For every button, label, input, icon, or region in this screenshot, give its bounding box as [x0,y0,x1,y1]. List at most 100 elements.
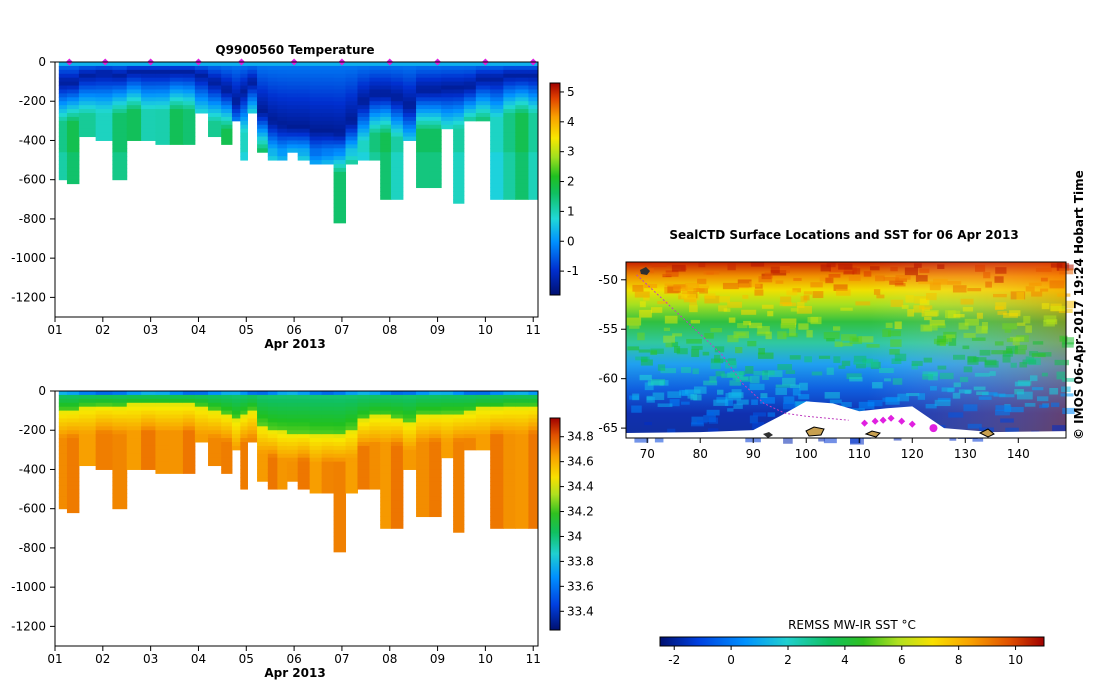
salinity-cell [78,453,97,459]
temperature-cell [155,69,171,75]
sst-texture-patch [1002,350,1014,357]
sst-texture-patch [650,307,663,313]
temperature-cell [247,105,258,110]
salinity-cell [416,469,430,474]
temperature-cell [390,191,404,196]
salinity-cell [380,520,392,525]
salinity-cell [95,422,113,427]
salinity-cell [169,442,184,447]
temperature-cell [475,97,491,102]
temperature-cell [231,85,241,90]
sst-texture-patch [786,290,798,296]
salinity-cell [221,449,233,455]
temperature-cell [309,81,323,87]
temperature-cell [126,85,142,90]
salinity-cell [267,402,278,408]
temperature-cell [357,124,370,130]
salinity-cell [429,430,442,435]
temperature-cell [333,140,347,145]
salinity-cell [503,406,516,412]
sst-texture-patch [866,344,880,348]
salinity-cell [321,477,335,482]
salinity-cell [277,449,288,455]
salinity-cell [58,434,68,439]
salinity-cell [112,410,128,416]
latitude-axis: -50-55-60-65 [598,273,626,435]
salinity-cell [475,410,491,416]
time-tick-label: 04 [191,323,206,337]
temperature-cell [309,65,323,71]
salinity-cell [221,438,233,443]
salinity-cell [267,457,278,463]
temperature-cell [267,144,278,149]
salinity-cell [221,426,233,431]
sst-texture-patch [779,265,790,274]
salinity-cell [515,508,529,514]
salinity-cell [490,426,504,431]
salinity-cell [169,453,184,459]
temperature-cell [78,105,97,110]
temperature-cell [95,120,113,126]
temperature-cell [221,93,233,98]
salinity-cell [297,426,311,431]
salinity-cell [453,442,465,447]
salinity-cell [380,481,392,486]
temperature-cell [221,65,233,71]
salinity-cell [297,473,311,478]
salinity-cell [58,500,68,506]
temperature-cell [277,69,288,75]
sst-texture-patch [973,386,986,391]
salinity-cell [357,442,370,447]
salinity-cell [490,493,504,498]
salinity-cell [429,410,442,416]
salinity-cell [490,394,504,400]
temperature-cell [257,62,269,67]
salinity-cell [380,469,392,474]
salinity-cell [321,445,335,451]
temperature-cell [345,124,358,130]
salinity-cell [277,426,288,431]
temperature-cell [247,89,258,94]
sst-texture-patch [947,281,962,285]
temperature-cell [155,62,171,67]
sst-texture-patch [1009,336,1025,342]
temperature-cell [221,101,233,106]
temperature-cell [321,160,335,165]
temperature-cell [286,109,299,114]
temperature-cell [155,113,171,118]
salinity-cell [453,485,465,490]
salinity-cell [66,418,80,423]
temperature-cell [141,81,156,87]
temperature-cell [380,160,392,165]
temperature-cell [333,187,347,192]
temperature-cell [112,77,128,83]
sst-texture-patch [976,312,983,319]
salinity-cell [169,402,184,408]
sst-texture-patch [1043,319,1055,327]
salinity-cell [333,524,347,529]
temperature-cell [429,120,442,126]
temperature-cell [267,89,278,94]
temperature-cell [221,136,233,141]
salinity-cell [402,402,417,408]
salinity-cell [309,489,323,494]
salinity-cell [528,481,539,486]
temperature-cell [112,81,128,87]
sst-texture-patch [1025,286,1035,292]
salinity-cell [309,438,323,443]
salinity-cell [515,453,529,459]
temperature-cell [503,62,516,67]
sst-texture-patch [975,264,986,272]
salinity-cell [490,422,504,427]
temperature-cell [221,109,233,114]
sst-texture-patch [1016,391,1033,400]
temperature-cell [333,144,347,149]
salinity-cell [390,434,404,439]
temperature-cell [321,120,335,126]
temperature-cell [463,69,477,75]
temperature-cell [453,183,465,189]
temperature-cell [475,62,491,67]
salinity-cell [515,500,529,506]
salinity-cell [380,504,392,510]
temperature-cell [475,73,491,79]
